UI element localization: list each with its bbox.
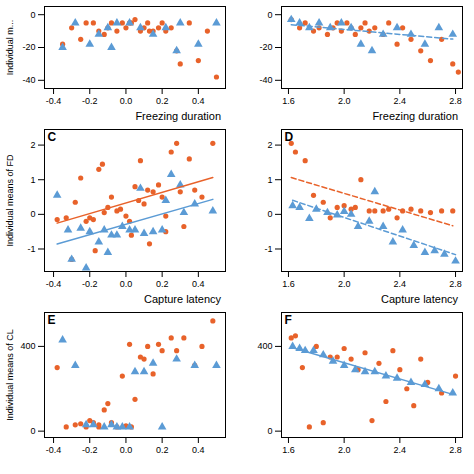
svg-text:E: E: [48, 313, 56, 327]
svg-text:C: C: [48, 130, 57, 144]
svg-text:0.4: 0.4: [192, 279, 205, 289]
svg-text:0.4: 0.4: [192, 445, 205, 455]
html-text:Capture latency: Capture latency: [144, 293, 221, 305]
svg-text:0.0: 0.0: [120, 445, 133, 455]
svg-text:Individual m...: Individual m...: [5, 20, 15, 76]
svg-text:2.8: 2.8: [449, 445, 462, 455]
svg-text:0.0: 0.0: [120, 96, 133, 106]
svg-text:2: 2: [30, 140, 35, 150]
svg-text:0: 0: [30, 426, 35, 436]
svg-text:0: 0: [267, 10, 272, 20]
svg-text:0.4: 0.4: [192, 96, 205, 106]
svg-text:F: F: [285, 313, 292, 327]
svg-text:2.4: 2.4: [394, 279, 407, 289]
svg-text:2.8: 2.8: [449, 96, 462, 106]
svg-text:Individual means of FD: Individual means of FD: [5, 154, 15, 247]
svg-text:0: 0: [267, 209, 272, 219]
svg-text:0: 0: [267, 426, 272, 436]
svg-text:0: 0: [30, 10, 35, 20]
svg-text:0.2: 0.2: [156, 96, 169, 106]
svg-text:-0.4: -0.4: [46, 279, 62, 289]
svg-text:-20: -20: [259, 42, 272, 52]
svg-text:1: 1: [30, 175, 35, 185]
svg-text:1.6: 1.6: [282, 96, 295, 106]
svg-text:2.0: 2.0: [338, 445, 351, 455]
svg-text:-1: -1: [264, 244, 272, 254]
html-text:Freezing duration: Freezing duration: [135, 110, 221, 122]
svg-text:1: 1: [267, 175, 272, 185]
svg-text:-40: -40: [259, 75, 272, 85]
svg-text:0.2: 0.2: [156, 445, 169, 455]
svg-text:400: 400: [257, 341, 272, 351]
svg-text:1.6: 1.6: [282, 279, 295, 289]
svg-text:0.0: 0.0: [120, 279, 133, 289]
svg-text:2.0: 2.0: [338, 279, 351, 289]
svg-text:-0.4: -0.4: [46, 445, 62, 455]
svg-text:2.4: 2.4: [394, 445, 407, 455]
html-text:Freezing duration: Freezing duration: [372, 110, 458, 122]
svg-text:-0.2: -0.2: [82, 96, 98, 106]
svg-text:-20: -20: [22, 42, 35, 52]
svg-text:2: 2: [267, 140, 272, 150]
svg-text:-0.4: -0.4: [46, 96, 62, 106]
svg-text:2.0: 2.0: [338, 96, 351, 106]
svg-text:1.6: 1.6: [282, 445, 295, 455]
svg-text:2.4: 2.4: [394, 96, 407, 106]
svg-text:0.2: 0.2: [156, 279, 169, 289]
svg-text:0: 0: [30, 209, 35, 219]
svg-text:-40: -40: [22, 75, 35, 85]
svg-text:D: D: [285, 130, 294, 144]
html-text:Capture latency: Capture latency: [381, 293, 458, 305]
svg-text:-0.2: -0.2: [82, 445, 98, 455]
svg-text:2.8: 2.8: [449, 279, 462, 289]
svg-text:-0.2: -0.2: [82, 279, 98, 289]
svg-text:400: 400: [20, 341, 35, 351]
svg-text:-1: -1: [27, 244, 35, 254]
svg-text:Individual means of CL: Individual means of CL: [5, 329, 15, 421]
